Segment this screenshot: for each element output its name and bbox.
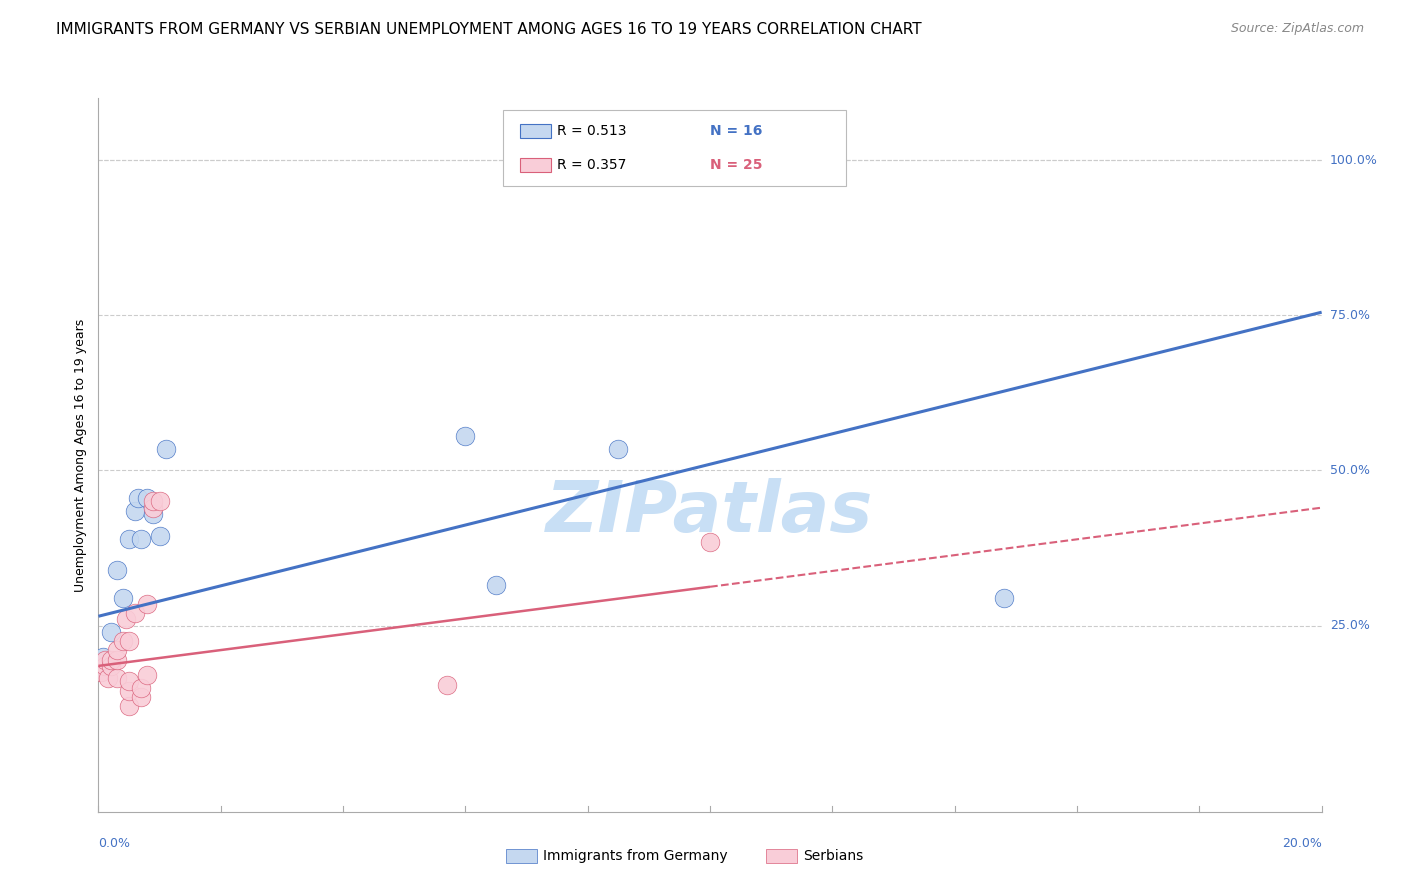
Text: 0.0%: 0.0% (98, 837, 131, 850)
Point (124, 504, 146, 518)
Point (124, 606, 146, 620)
Point (118, 674, 141, 689)
Point (136, 491, 159, 506)
Point (129, 681, 152, 695)
Text: ZIPatlas: ZIPatlas (547, 477, 873, 547)
Point (105, 563, 128, 577)
Point (97, 671, 120, 685)
Point (127, 491, 149, 506)
Text: N = 16: N = 16 (710, 124, 762, 138)
Point (111, 634, 134, 648)
Point (129, 690, 152, 704)
Point (436, 677, 458, 691)
Point (111, 591, 134, 605)
Text: 50.0%: 50.0% (1330, 464, 1369, 477)
Text: 100.0%: 100.0% (1330, 153, 1378, 167)
Text: N = 25: N = 25 (710, 158, 762, 172)
Text: IMMIGRANTS FROM GERMANY VS SERBIAN UNEMPLOYMENT AMONG AGES 16 TO 19 YEARS CORREL: IMMIGRANTS FROM GERMANY VS SERBIAN UNEMP… (56, 22, 922, 37)
Point (100, 624, 122, 639)
Point (91, 649, 114, 664)
Text: 20.0%: 20.0% (1282, 837, 1322, 850)
Point (155, 442, 177, 456)
Point (993, 591, 1015, 605)
Point (149, 494, 172, 508)
Text: R = 0.357: R = 0.357 (557, 158, 626, 172)
Point (129, 532, 152, 546)
Point (485, 578, 508, 592)
Point (118, 634, 141, 648)
Text: R = 0.513: R = 0.513 (557, 124, 626, 138)
Y-axis label: Unemployment Among Ages 16 to 19 years: Unemployment Among Ages 16 to 19 years (75, 318, 87, 591)
Point (90, 665, 112, 679)
Point (118, 532, 141, 546)
Point (115, 612, 138, 626)
Point (105, 643, 128, 657)
Point (136, 668, 159, 682)
Point (142, 494, 165, 508)
Point (118, 699, 141, 714)
Point (607, 442, 630, 456)
Point (142, 507, 165, 521)
Point (118, 683, 141, 698)
Point (93, 653, 115, 667)
Point (149, 528, 172, 542)
Point (699, 534, 721, 549)
Text: Serbians: Serbians (803, 849, 863, 863)
Point (136, 597, 159, 611)
Point (105, 671, 128, 685)
Point (142, 500, 165, 515)
Text: Immigrants from Germany: Immigrants from Germany (543, 849, 727, 863)
Text: 75.0%: 75.0% (1330, 309, 1369, 322)
Point (105, 653, 128, 667)
Point (100, 659, 122, 673)
Point (93, 659, 115, 673)
Point (100, 653, 122, 667)
Text: 25.0%: 25.0% (1330, 619, 1369, 632)
Point (454, 429, 477, 443)
Text: Source: ZipAtlas.com: Source: ZipAtlas.com (1230, 22, 1364, 36)
